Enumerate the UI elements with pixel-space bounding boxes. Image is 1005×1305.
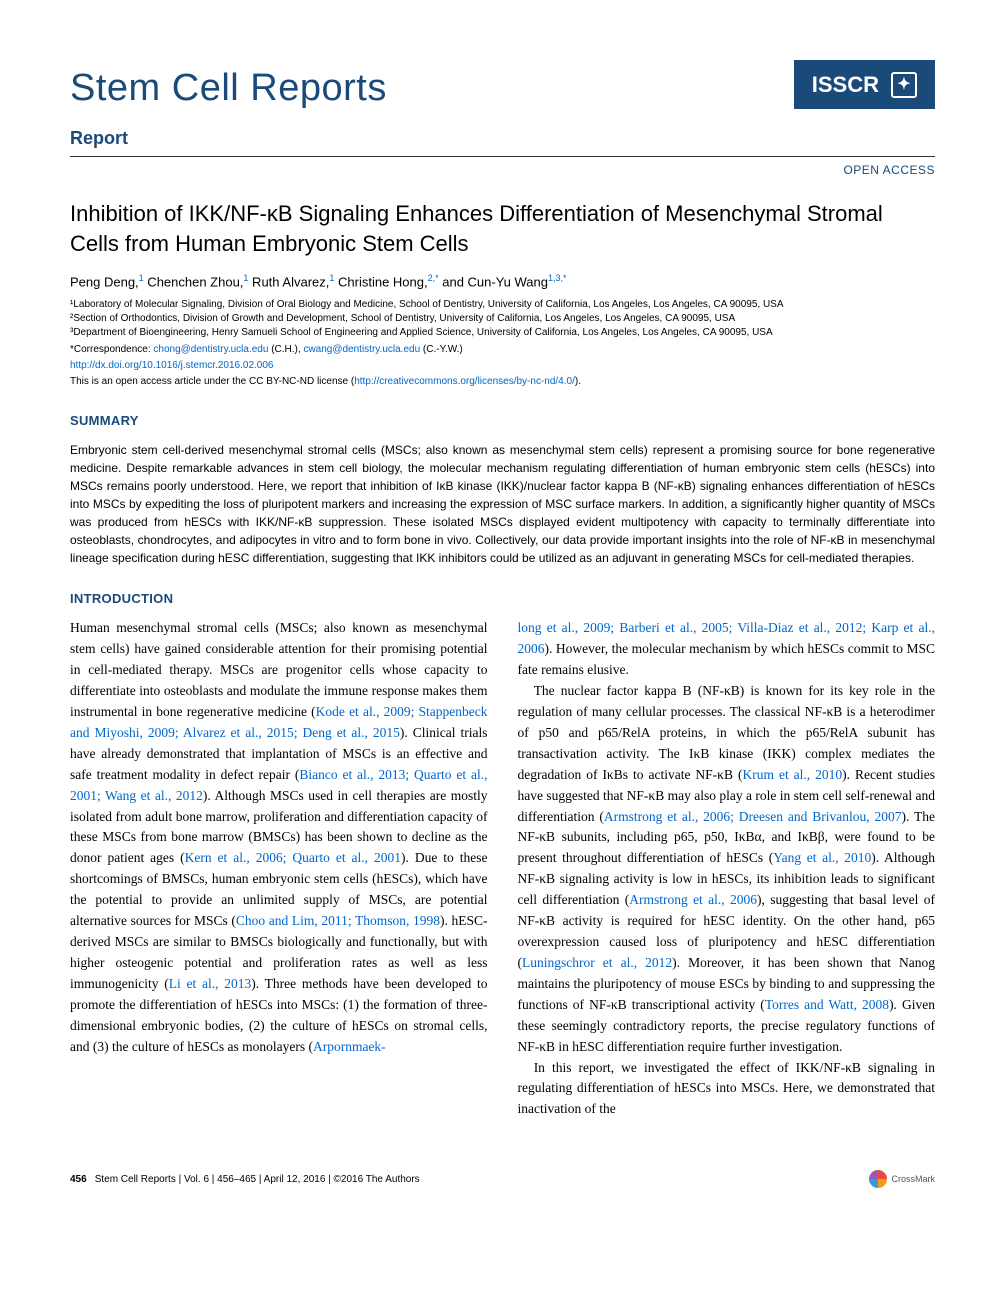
cite-5[interactable]: Li et al., 2013 (169, 976, 251, 991)
correspondence-name-1: (C.H.), (268, 344, 303, 355)
crossmark-icon (869, 1170, 887, 1188)
cite-8[interactable]: Krum et al., 2010 (742, 767, 842, 782)
cite-4[interactable]: Choo and Lim, 2011; Thomson, 1998 (236, 913, 440, 928)
cite-9[interactable]: Armstrong et al., 2006; Dreesen and Briv… (604, 809, 902, 824)
intro-columns: Human mesenchymal stromal cells (MSCs; a… (70, 618, 935, 1120)
header-divider (70, 156, 935, 157)
isscr-logo-icon: ✦ (891, 72, 917, 98)
correspondence-line: *Correspondence: chong@dentistry.ucla.ed… (70, 342, 935, 357)
correspondence-email-1[interactable]: chong@dentistry.ucla.edu (153, 344, 268, 355)
summary-heading: SUMMARY (70, 411, 935, 431)
isscr-label: ISSCR (812, 68, 879, 101)
cite-6[interactable]: Arpornmaek- (313, 1039, 386, 1054)
cite-3[interactable]: Kern et al., 2006; Quarto et al., 2001 (185, 850, 401, 865)
p2a: ). However, the molecular mechanism by w… (518, 641, 936, 677)
p4a: In this report, we investigated the effe… (518, 1060, 936, 1117)
correspondence-prefix: *Correspondence: (70, 344, 153, 355)
correspondence-name-2: (C.-Y.W.) (420, 344, 463, 355)
article-title: Inhibition of IKK/NF-κB Signaling Enhanc… (70, 199, 935, 258)
license-url[interactable]: http://creativecommons.org/licenses/by-n… (354, 376, 575, 387)
intro-col-right: long et al., 2009; Barberi et al., 2005;… (518, 618, 936, 1120)
footer-citation: Stem Cell Reports | Vol. 6 | 456–465 | A… (95, 1172, 420, 1187)
affiliation-2: ²Section of Orthodontics, Division of Gr… (70, 312, 935, 326)
journal-name: Stem Cell Reports (70, 60, 387, 117)
license-line: This is an open access article under the… (70, 374, 935, 389)
license-suffix: ). (575, 376, 581, 387)
doi-link[interactable]: http://dx.doi.org/10.1016/j.stemcr.2016.… (70, 358, 935, 373)
crossmark-badge[interactable]: CrossMark (869, 1170, 935, 1188)
open-access-label: OPEN ACCESS (70, 161, 935, 179)
footer-left: 456 Stem Cell Reports | Vol. 6 | 456–465… (70, 1172, 420, 1187)
isscr-badge: ISSCR ✦ (794, 60, 935, 109)
affiliation-1: ¹Laboratory of Molecular Signaling, Divi… (70, 298, 935, 312)
page-header: Stem Cell Reports ISSCR ✦ (70, 60, 935, 117)
intro-col-left: Human mesenchymal stromal cells (MSCs; a… (70, 618, 488, 1120)
introduction-heading: INTRODUCTION (70, 589, 935, 609)
cite-10[interactable]: Yang et al., 2010 (773, 850, 871, 865)
intro-p4: In this report, we investigated the effe… (518, 1058, 936, 1121)
report-label: Report (70, 125, 935, 152)
authors-list: Peng Deng,1 Chenchen Zhou,1 Ruth Alvarez… (70, 272, 935, 292)
license-text: This is an open access article under the… (70, 376, 354, 387)
intro-p1: Human mesenchymal stromal cells (MSCs; a… (70, 618, 488, 1057)
doi-url[interactable]: http://dx.doi.org/10.1016/j.stemcr.2016.… (70, 360, 273, 371)
affiliation-3: ³Department of Bioengineering, Henry Sam… (70, 326, 935, 340)
intro-p2: long et al., 2009; Barberi et al., 2005;… (518, 618, 936, 681)
crossmark-label: CrossMark (891, 1173, 935, 1187)
cite-13[interactable]: Torres and Watt, 2008 (765, 997, 889, 1012)
summary-text: Embryonic stem cell-derived mesenchymal … (70, 441, 935, 567)
cite-11[interactable]: Armstrong et al., 2006 (629, 892, 757, 907)
page-footer: 456 Stem Cell Reports | Vol. 6 | 456–465… (70, 1170, 935, 1188)
correspondence-email-2[interactable]: cwang@dentistry.ucla.edu (303, 344, 420, 355)
page-number: 456 (70, 1172, 87, 1187)
intro-p3: The nuclear factor kappa B (NF-κB) is kn… (518, 681, 936, 1058)
cite-12[interactable]: Luningschror et al., 2012 (522, 955, 672, 970)
